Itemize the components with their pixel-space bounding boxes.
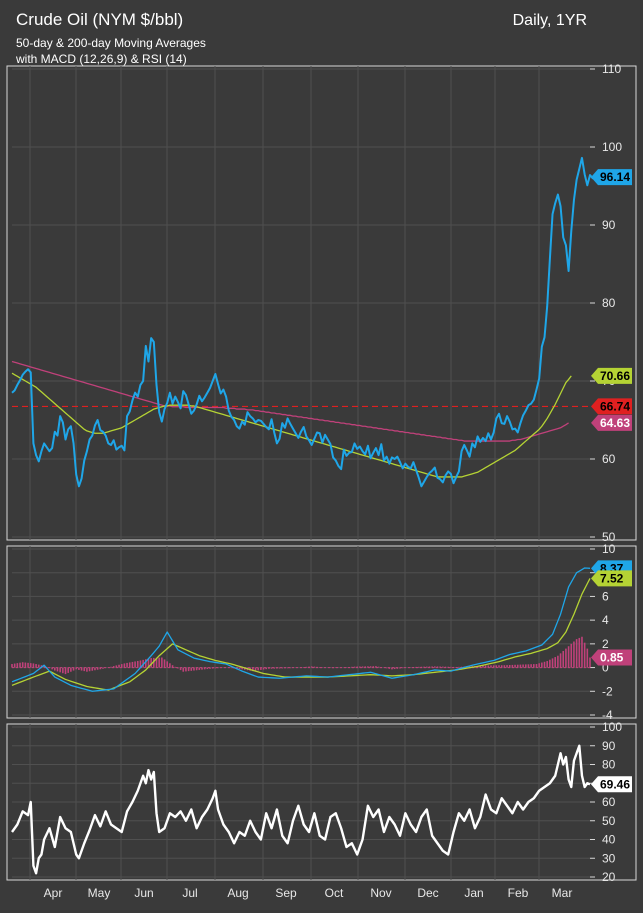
- price-last-tag-3: 64.63: [591, 414, 632, 431]
- price-panel-ytick-label: 90: [602, 218, 616, 232]
- rsi-last-tag: 69.46: [591, 776, 632, 793]
- price-panel-ytick-label: 80: [602, 296, 616, 310]
- macd-panel-ytick-label: -2: [602, 684, 613, 698]
- rsi-panel-ytick-label: 80: [602, 758, 616, 772]
- price-last-tag-1-shape: [591, 367, 632, 384]
- x-tick-label: Aug: [227, 886, 248, 900]
- price-last-tag-2-shape: [591, 398, 632, 415]
- macd-last-tag-1-shape: [591, 570, 632, 587]
- rsi-panel-ytick-label: 50: [602, 814, 616, 828]
- macd-last-tag-2-text: 0.85: [600, 650, 624, 664]
- x-tick-label: Sep: [275, 886, 297, 900]
- macd-last-tag-1: 7.52: [591, 570, 632, 587]
- sma50-line: [11, 372, 572, 478]
- chart-title: Crude Oil (NYM $/bbl): [16, 10, 184, 29]
- price-last-tag-0-text: 96.14: [600, 170, 630, 184]
- price-panel-ytick-label: 100: [602, 140, 622, 154]
- price-last-tag-3-text: 64.63: [600, 416, 630, 430]
- x-tick-label: Nov: [370, 886, 391, 900]
- price-last-tag-3-shape: [591, 414, 632, 431]
- timeframe-label: Daily, 1YR: [512, 12, 587, 29]
- rsi-panel-frame: [6, 723, 637, 881]
- macd-panel-ytick-label: 2: [602, 637, 609, 651]
- macd-last-tag-2-shape: [591, 649, 632, 666]
- sma200-line: [11, 360, 569, 442]
- rsi-panel-ytick-label: 60: [602, 795, 616, 809]
- macd-signal-line: [11, 578, 591, 691]
- price-last-tag-1-text: 70.66: [600, 369, 630, 383]
- macd-panel-frame: [6, 545, 637, 719]
- x-tick-label: Jan: [464, 886, 483, 900]
- rsi-last-tag-shape: [591, 776, 632, 793]
- x-tick-label: Oct: [325, 886, 344, 900]
- x-tick-label: May: [88, 886, 111, 900]
- price-last-tag-2: 66.74: [591, 398, 632, 415]
- x-tick-label: Apr: [44, 886, 63, 900]
- macd-panel-ytick-label: 4: [602, 613, 609, 627]
- rsi-line: [11, 744, 591, 875]
- macd-last-tag-2: 0.85: [591, 649, 632, 666]
- macd-panel-ytick-label: 0: [602, 661, 609, 675]
- x-tick-label: Jun: [134, 886, 153, 900]
- rsi-panel-ytick-label: 20: [602, 870, 616, 884]
- chart-subtitle-2: with MACD (12,26,9) & RSI (14): [16, 52, 187, 66]
- x-tick-label: Feb: [508, 886, 529, 900]
- price-panel-ytick-label: 50: [602, 530, 616, 544]
- price-last-tag-0: 96.14: [591, 169, 632, 186]
- rsi-panel-ytick-label: 30: [602, 851, 616, 865]
- rsi-last-tag-text: 69.46: [600, 777, 630, 791]
- price-last-tag-1: 70.66: [591, 367, 632, 384]
- price-line: [11, 156, 596, 488]
- macd-last-tag-1-text: 7.52: [600, 571, 624, 585]
- price-panel-frame: [6, 65, 637, 541]
- macd-panel-ytick-label: 10: [602, 542, 616, 556]
- price-last-tag-2-text: 66.74: [600, 399, 630, 413]
- rsi-panel-ytick-label: 40: [602, 833, 616, 847]
- rsi-panel-ytick-label: 90: [602, 739, 616, 753]
- x-tick-label: Dec: [417, 886, 438, 900]
- x-tick-label: Jul: [182, 886, 197, 900]
- macd-line: [11, 567, 591, 692]
- rsi-panel-ytick-label: 100: [602, 720, 622, 734]
- price-panel-ytick-label: 60: [602, 452, 616, 466]
- price-panel-ytick-label: 110: [602, 62, 621, 76]
- macd-panel-ytick-label: 6: [602, 589, 609, 603]
- macd-panel-ytick-label: -4: [602, 708, 613, 722]
- chart-subtitle-1: 50-day & 200-day Moving Averages: [16, 36, 206, 50]
- price-last-tag-0-shape: [591, 169, 632, 186]
- x-tick-label: Mar: [552, 886, 573, 900]
